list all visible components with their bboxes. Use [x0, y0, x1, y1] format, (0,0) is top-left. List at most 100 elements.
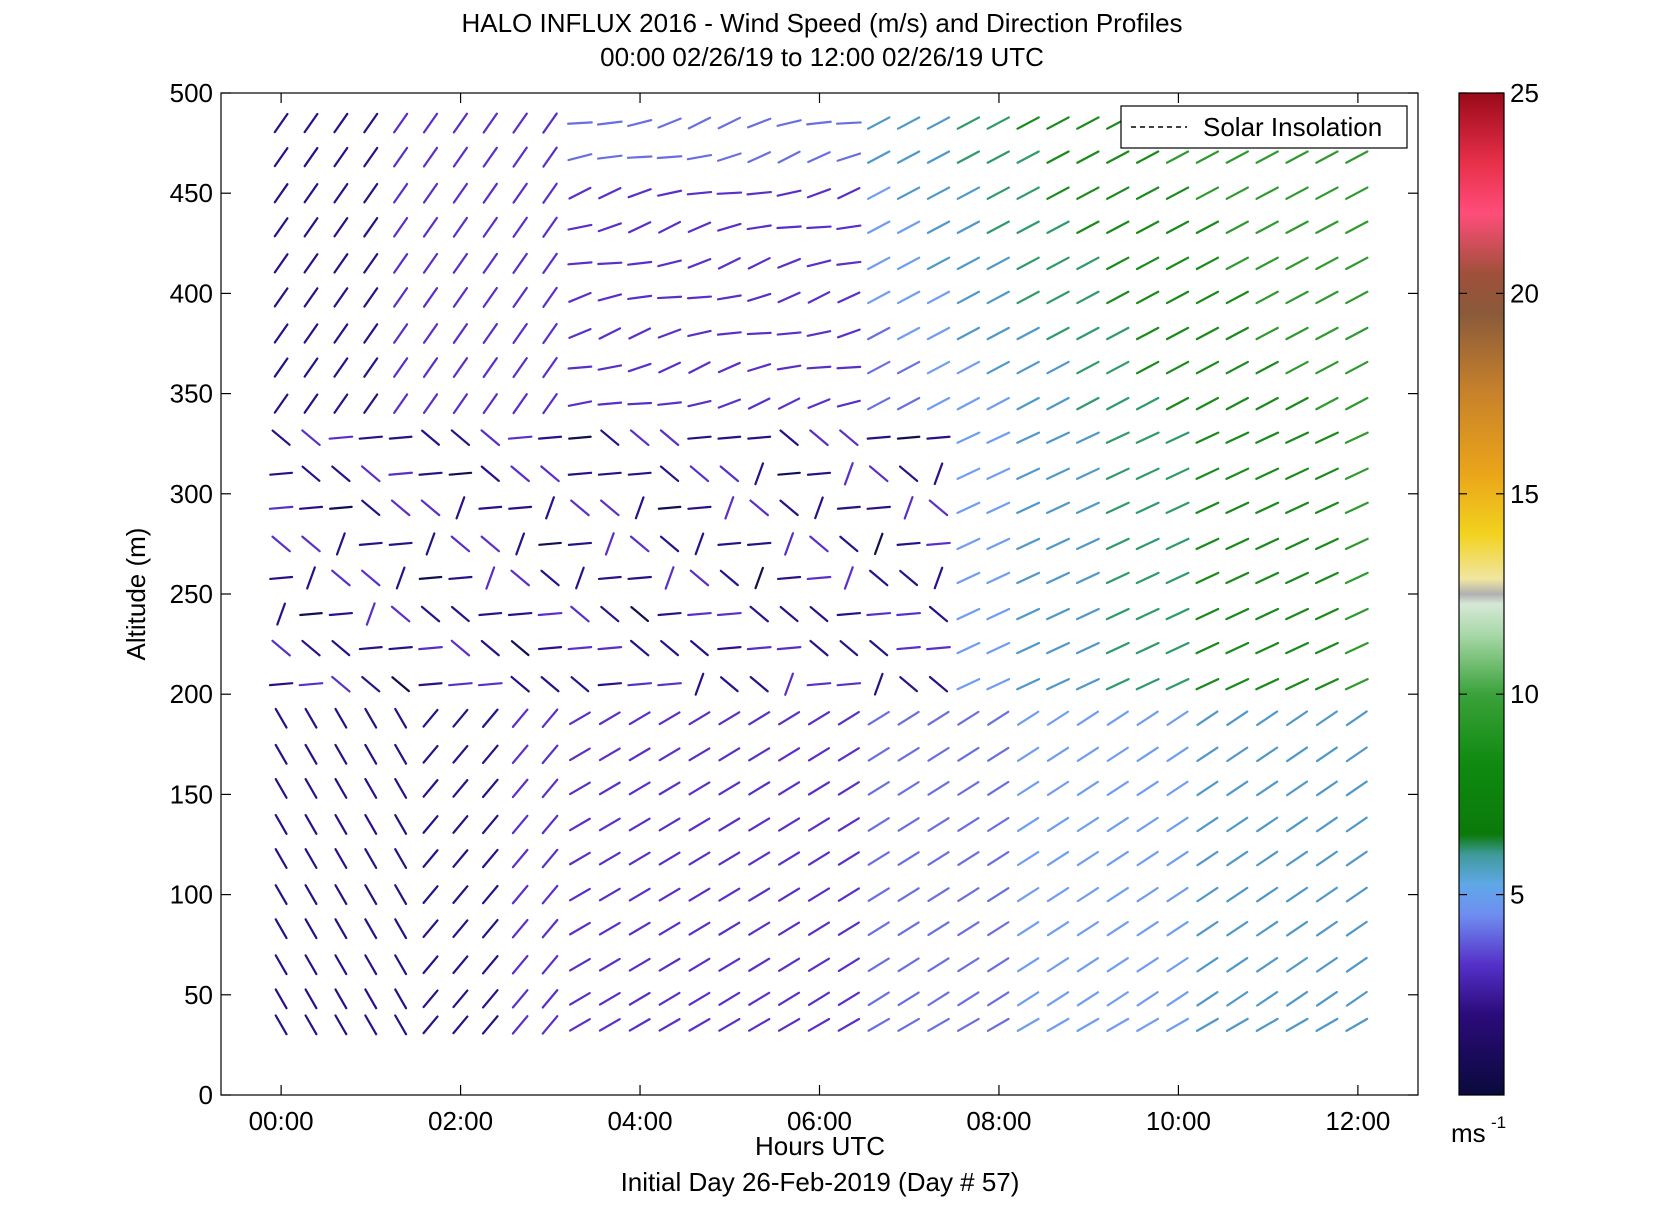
colorbar-unit-exponent: -1	[1491, 1113, 1506, 1132]
wind-vector	[1315, 290, 1339, 305]
wind-vector	[511, 814, 529, 835]
wind-vector	[1016, 921, 1040, 937]
y-axis-label: Altitude (m)	[121, 528, 151, 661]
wind-vector	[507, 435, 533, 440]
wind-vector	[537, 611, 563, 617]
wind-vector	[987, 746, 1010, 762]
wind-vector	[452, 779, 469, 798]
wind-vector	[1344, 678, 1369, 691]
wind-vector	[1314, 501, 1339, 514]
wind-vector	[334, 707, 348, 729]
legend-label-solar-insolation: Solar Insolation	[1203, 112, 1382, 142]
wind-vector	[566, 121, 593, 125]
wind-vector	[836, 328, 861, 339]
wind-vector	[1106, 1017, 1130, 1032]
wind-vector	[1255, 326, 1279, 341]
wind-vector	[480, 535, 501, 553]
wind-vector	[598, 187, 622, 200]
wind-vector	[1135, 290, 1160, 305]
wind-vector	[422, 849, 439, 868]
wind-vector	[393, 112, 409, 134]
wind-vector	[482, 322, 498, 344]
wind-vector	[511, 744, 529, 765]
y-axis-ticks: 0 50 100 150 200 250 300 350 400 450 500	[170, 78, 1418, 1110]
wind-vector	[630, 606, 650, 623]
wind-vector	[334, 954, 348, 976]
wind-vector	[394, 988, 408, 1010]
wind-vector	[512, 216, 528, 238]
wind-vector	[1106, 886, 1129, 903]
wind-vector	[658, 957, 681, 972]
wind-vector	[598, 747, 621, 762]
wind-vector	[867, 710, 890, 726]
wind-vector	[1315, 850, 1338, 867]
wind-vector	[422, 216, 439, 238]
wind-vector	[836, 365, 862, 370]
wind-vector	[1016, 746, 1040, 762]
wind-vector	[1016, 256, 1040, 271]
wind-vector	[361, 499, 381, 517]
wind-vector	[1016, 850, 1040, 867]
wind-vector	[627, 471, 652, 476]
wind-vector	[570, 676, 590, 693]
colorbar-unit-label: ms	[1451, 1118, 1486, 1148]
wind-vector	[897, 991, 920, 1007]
wind-vector	[1285, 431, 1310, 444]
wind-vector	[418, 682, 443, 687]
wind-vector	[273, 357, 289, 378]
wind-vector	[452, 357, 469, 378]
wind-vector	[1165, 360, 1190, 375]
wind-vector	[510, 569, 530, 587]
wind-vector	[869, 569, 889, 587]
wind-vector	[512, 357, 528, 379]
wind-vector	[776, 225, 802, 230]
wind-vector	[541, 989, 559, 1009]
wind-vector	[358, 541, 383, 546]
wind-vector	[1076, 1017, 1100, 1032]
wind-vector	[866, 435, 891, 440]
wind-vector	[1106, 746, 1129, 762]
wind-vector	[485, 566, 496, 590]
wind-vector	[1016, 360, 1040, 375]
y-tick-label: 300	[170, 479, 213, 509]
wind-vector	[1046, 571, 1070, 585]
wind-vector	[1345, 780, 1368, 797]
wind-vector	[1195, 431, 1220, 444]
wind-vector	[1255, 186, 1279, 200]
wind-vector	[628, 991, 651, 1006]
wind-vector	[422, 989, 439, 1009]
wind-vector	[274, 884, 288, 906]
wind-vector	[986, 537, 1011, 551]
wind-vector	[1196, 780, 1219, 797]
wind-vector	[688, 361, 711, 374]
wind-vector	[1255, 501, 1280, 514]
wind-vector	[926, 186, 951, 200]
y-tick-label: 400	[170, 278, 213, 308]
wind-vector	[627, 362, 652, 373]
wind-vector	[393, 323, 409, 344]
wind-vector	[363, 146, 379, 168]
wind-vector	[718, 1017, 741, 1032]
wind-vector	[1226, 746, 1249, 763]
wind-vector	[1344, 571, 1369, 585]
wind-vector	[867, 360, 891, 375]
wind-vector	[1225, 256, 1249, 271]
wind-vector	[896, 435, 921, 440]
wind-vector	[717, 541, 742, 546]
wind-vector	[303, 393, 319, 414]
wind-vector	[481, 708, 499, 728]
wind-vector	[1105, 678, 1130, 691]
wind-vector	[418, 575, 443, 581]
wind-vector	[1105, 431, 1130, 444]
wind-vector	[575, 566, 585, 590]
wind-vector	[1046, 886, 1070, 903]
wind-vector	[628, 1018, 651, 1032]
wind-vector	[716, 611, 742, 617]
wind-vector	[718, 991, 741, 1006]
wind-vector	[719, 676, 739, 693]
wind-vector	[452, 989, 469, 1009]
wind-vector	[452, 815, 469, 834]
wind-vector	[629, 535, 650, 553]
wind-vector	[1135, 186, 1160, 200]
wind-vector	[1076, 850, 1100, 867]
